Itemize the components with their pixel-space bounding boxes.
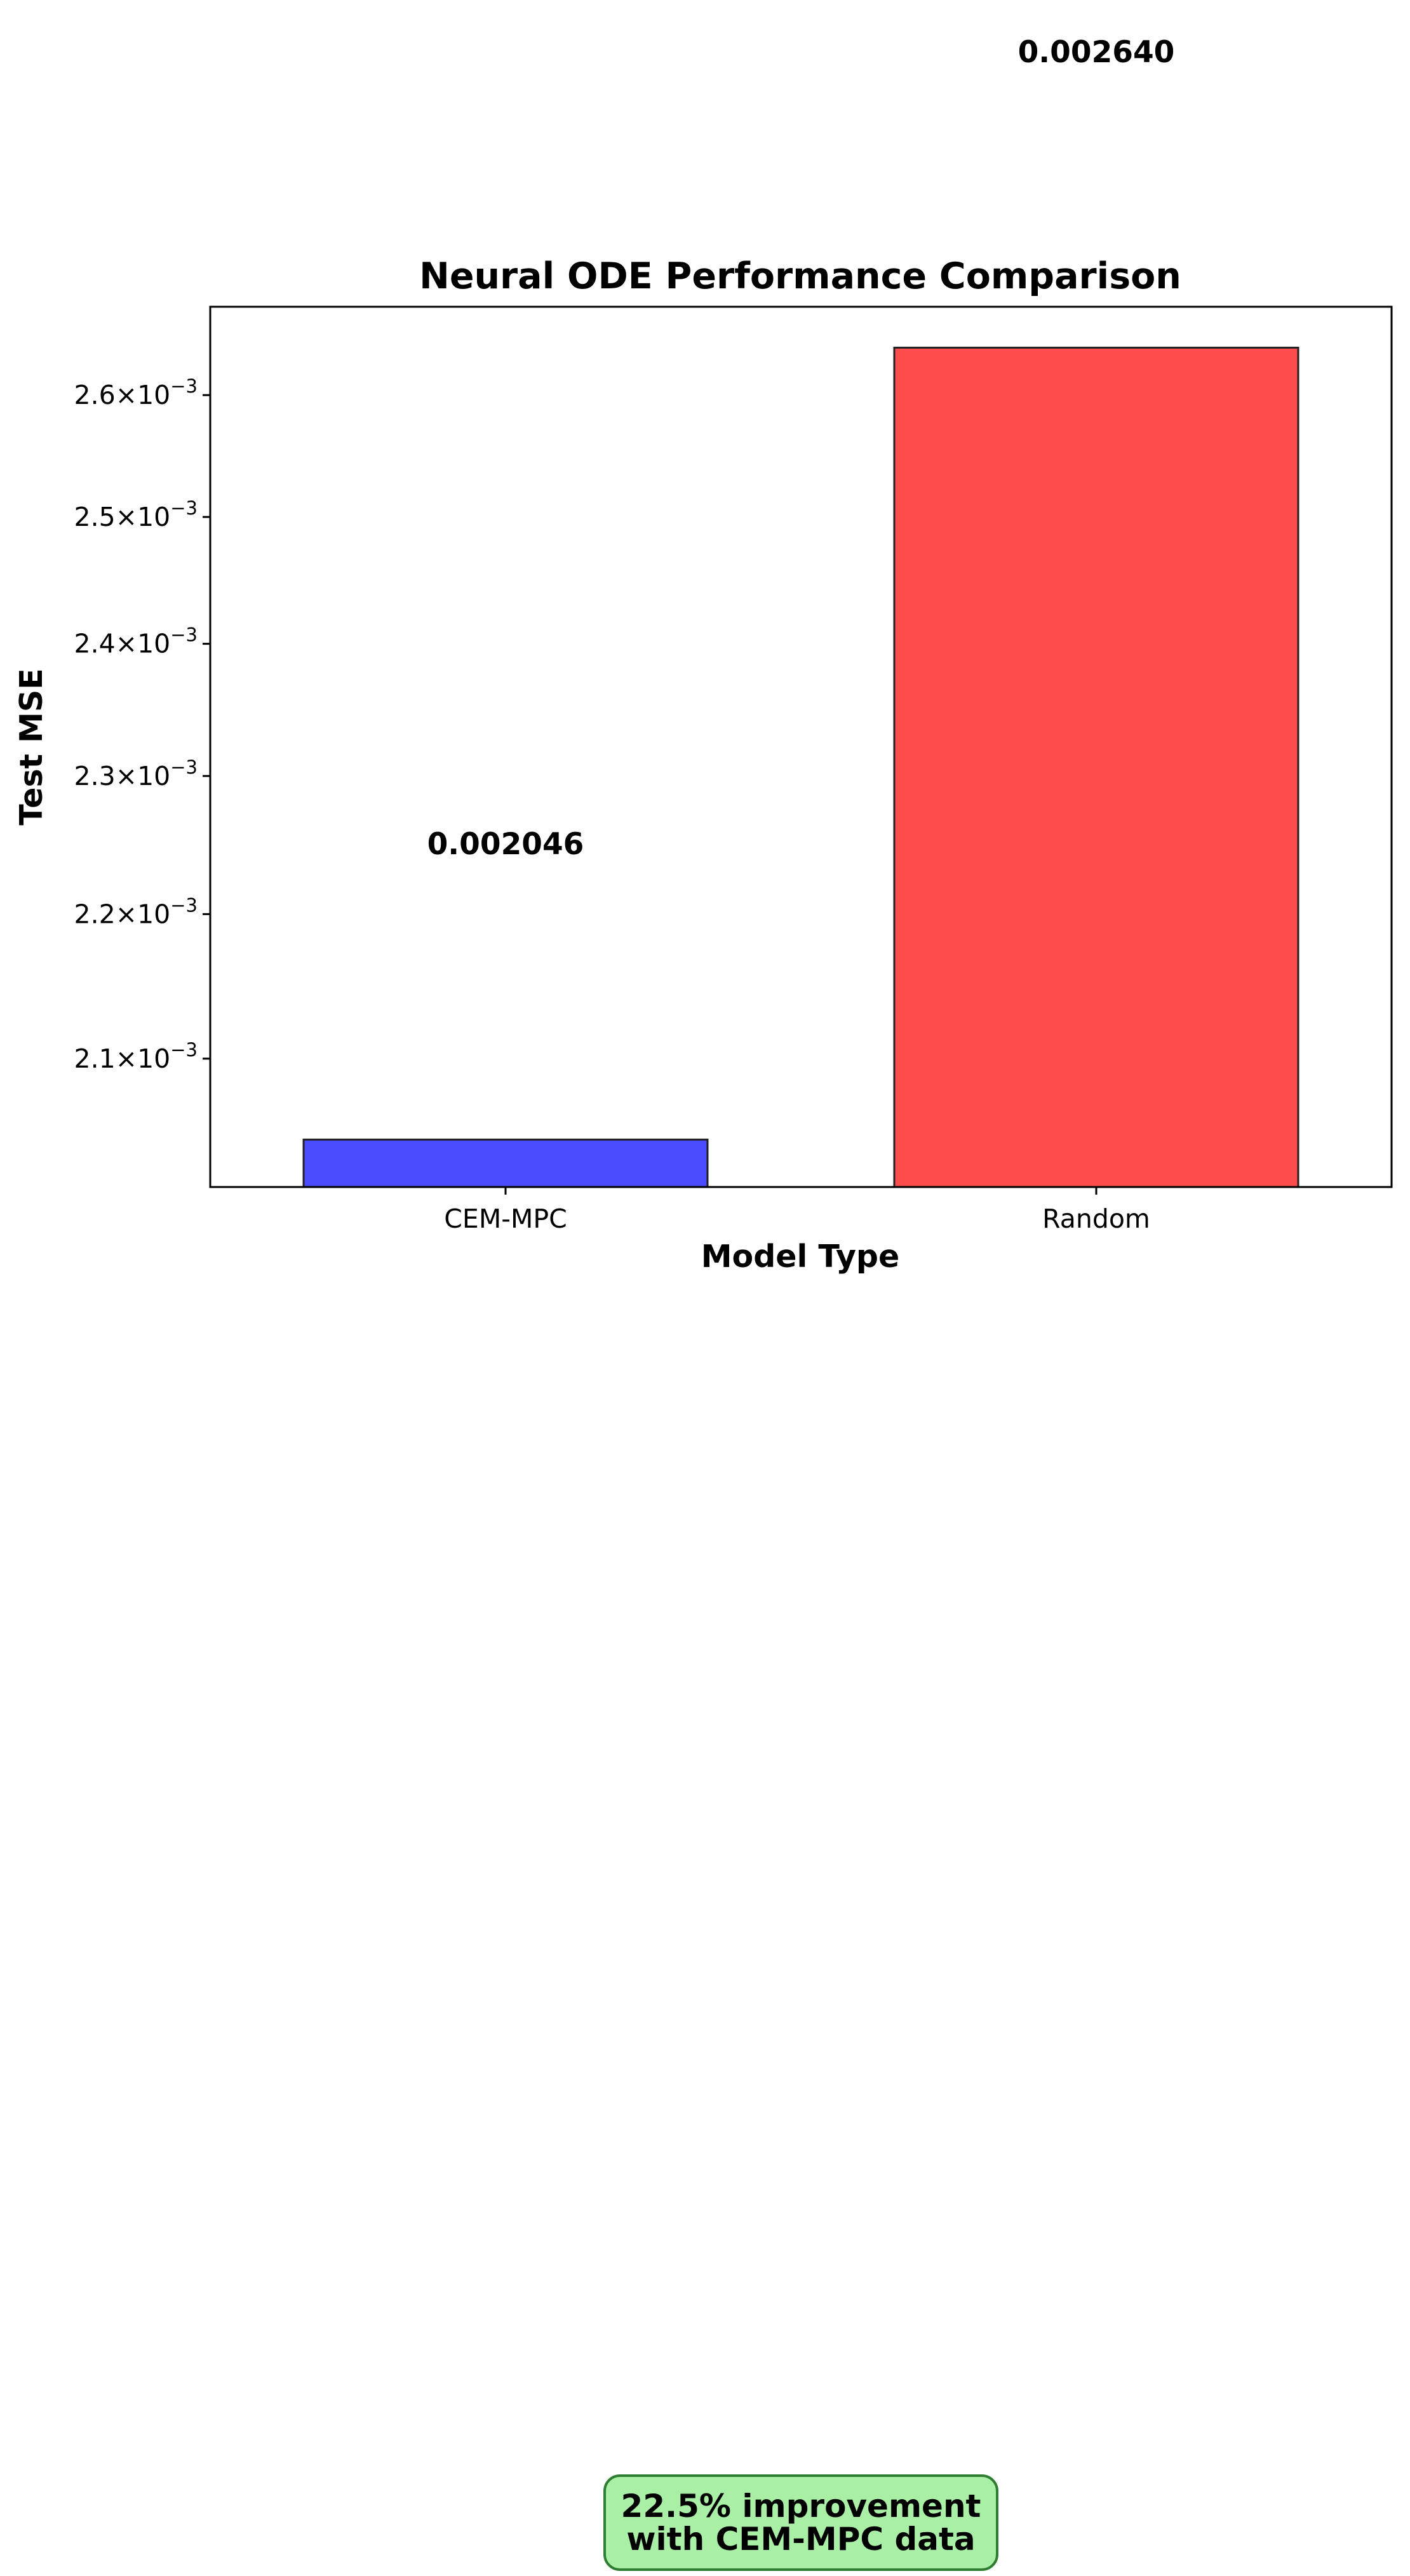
y-axis-label: Test MSE: [13, 668, 50, 825]
value-label: 0.002640: [1018, 35, 1175, 70]
y-tick-label: 2.1×10−3: [74, 1039, 198, 1074]
x-axis-ticks: CEM-MPC Random: [444, 1187, 1150, 1234]
y-tick-label: 2.4×10−3: [74, 624, 198, 659]
bars: [302, 346, 1299, 1188]
y-tick-label: 2.6×10−3: [74, 375, 198, 410]
value-labels: 0.002046 0.002640: [427, 35, 1175, 862]
x-tick-label: CEM-MPC: [444, 1204, 567, 1234]
improvement-annotation: 22.5% improvement with CEM-MPC data: [603, 2474, 998, 2571]
bar-cem-mpc: [302, 1138, 709, 1188]
x-tick-label: Random: [1042, 1204, 1150, 1234]
y-tick-label: 2.2×10−3: [74, 894, 198, 929]
improvement-line-1: 22.5% improvement: [621, 2488, 981, 2525]
value-label: 0.002046: [427, 827, 584, 862]
y-tick-label: 2.5×10−3: [74, 497, 198, 532]
y-tick-label: 2.3×10−3: [74, 756, 198, 791]
improvement-line-2: with CEM-MPC data: [626, 2521, 976, 2558]
y-axis-ticks: 2.1×10−3 2.2×10−3 2.3×10−3 2.4×10−3 2.5×10−3…: [74, 375, 210, 1074]
bar-random: [893, 346, 1299, 1188]
x-axis-label: Model Type: [701, 1238, 899, 1275]
plot-area-frame: [209, 305, 1393, 1188]
chart-title: Neural ODE Performance Comparison: [419, 255, 1181, 297]
